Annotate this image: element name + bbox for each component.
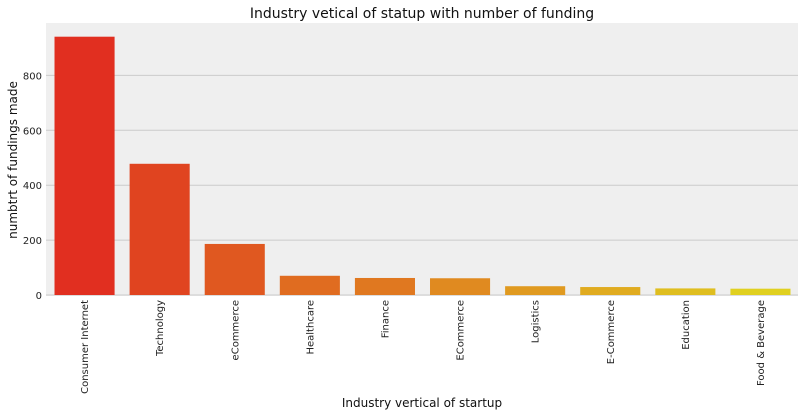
bar	[279, 275, 340, 295]
bar	[730, 288, 791, 295]
bars	[54, 36, 791, 296]
y-axis-ticks: 0 200 400 600 800	[23, 71, 42, 302]
bar	[54, 36, 115, 296]
chart-title: Industry vetical of statup with number o…	[250, 6, 594, 22]
x-axis-label: Industry vertical of startup	[342, 396, 502, 410]
x-tick-label: eCommerce	[230, 300, 241, 360]
y-tick-label: 400	[23, 181, 42, 192]
bar	[354, 277, 415, 295]
bar	[204, 243, 265, 295]
x-tick-label: E-Commerce	[606, 300, 617, 364]
y-tick-label: 800	[23, 71, 42, 82]
x-tick-label: Consumer Internet	[80, 300, 91, 394]
x-tick-label: Technology	[155, 300, 166, 357]
x-axis-ticks: Consumer Internet Technology eCommerce Heal…	[80, 300, 767, 394]
x-tick-label: Logistics	[531, 300, 542, 343]
y-axis-label: numbtrt of fundings made	[6, 81, 20, 239]
bar	[430, 278, 491, 295]
bar	[129, 163, 190, 295]
y-tick-label: 0	[36, 291, 42, 302]
x-tick-label: Healthcare	[305, 300, 316, 355]
bar	[655, 288, 716, 295]
bar	[505, 286, 566, 295]
y-tick-label: 200	[23, 236, 42, 247]
x-tick-label: ECommerce	[456, 300, 467, 361]
x-tick-label: Education	[681, 300, 692, 350]
x-tick-label: Food & Beverage	[756, 300, 767, 386]
y-tick-label: 600	[23, 126, 42, 137]
x-tick-label: Finance	[380, 300, 391, 338]
bar	[580, 287, 641, 295]
